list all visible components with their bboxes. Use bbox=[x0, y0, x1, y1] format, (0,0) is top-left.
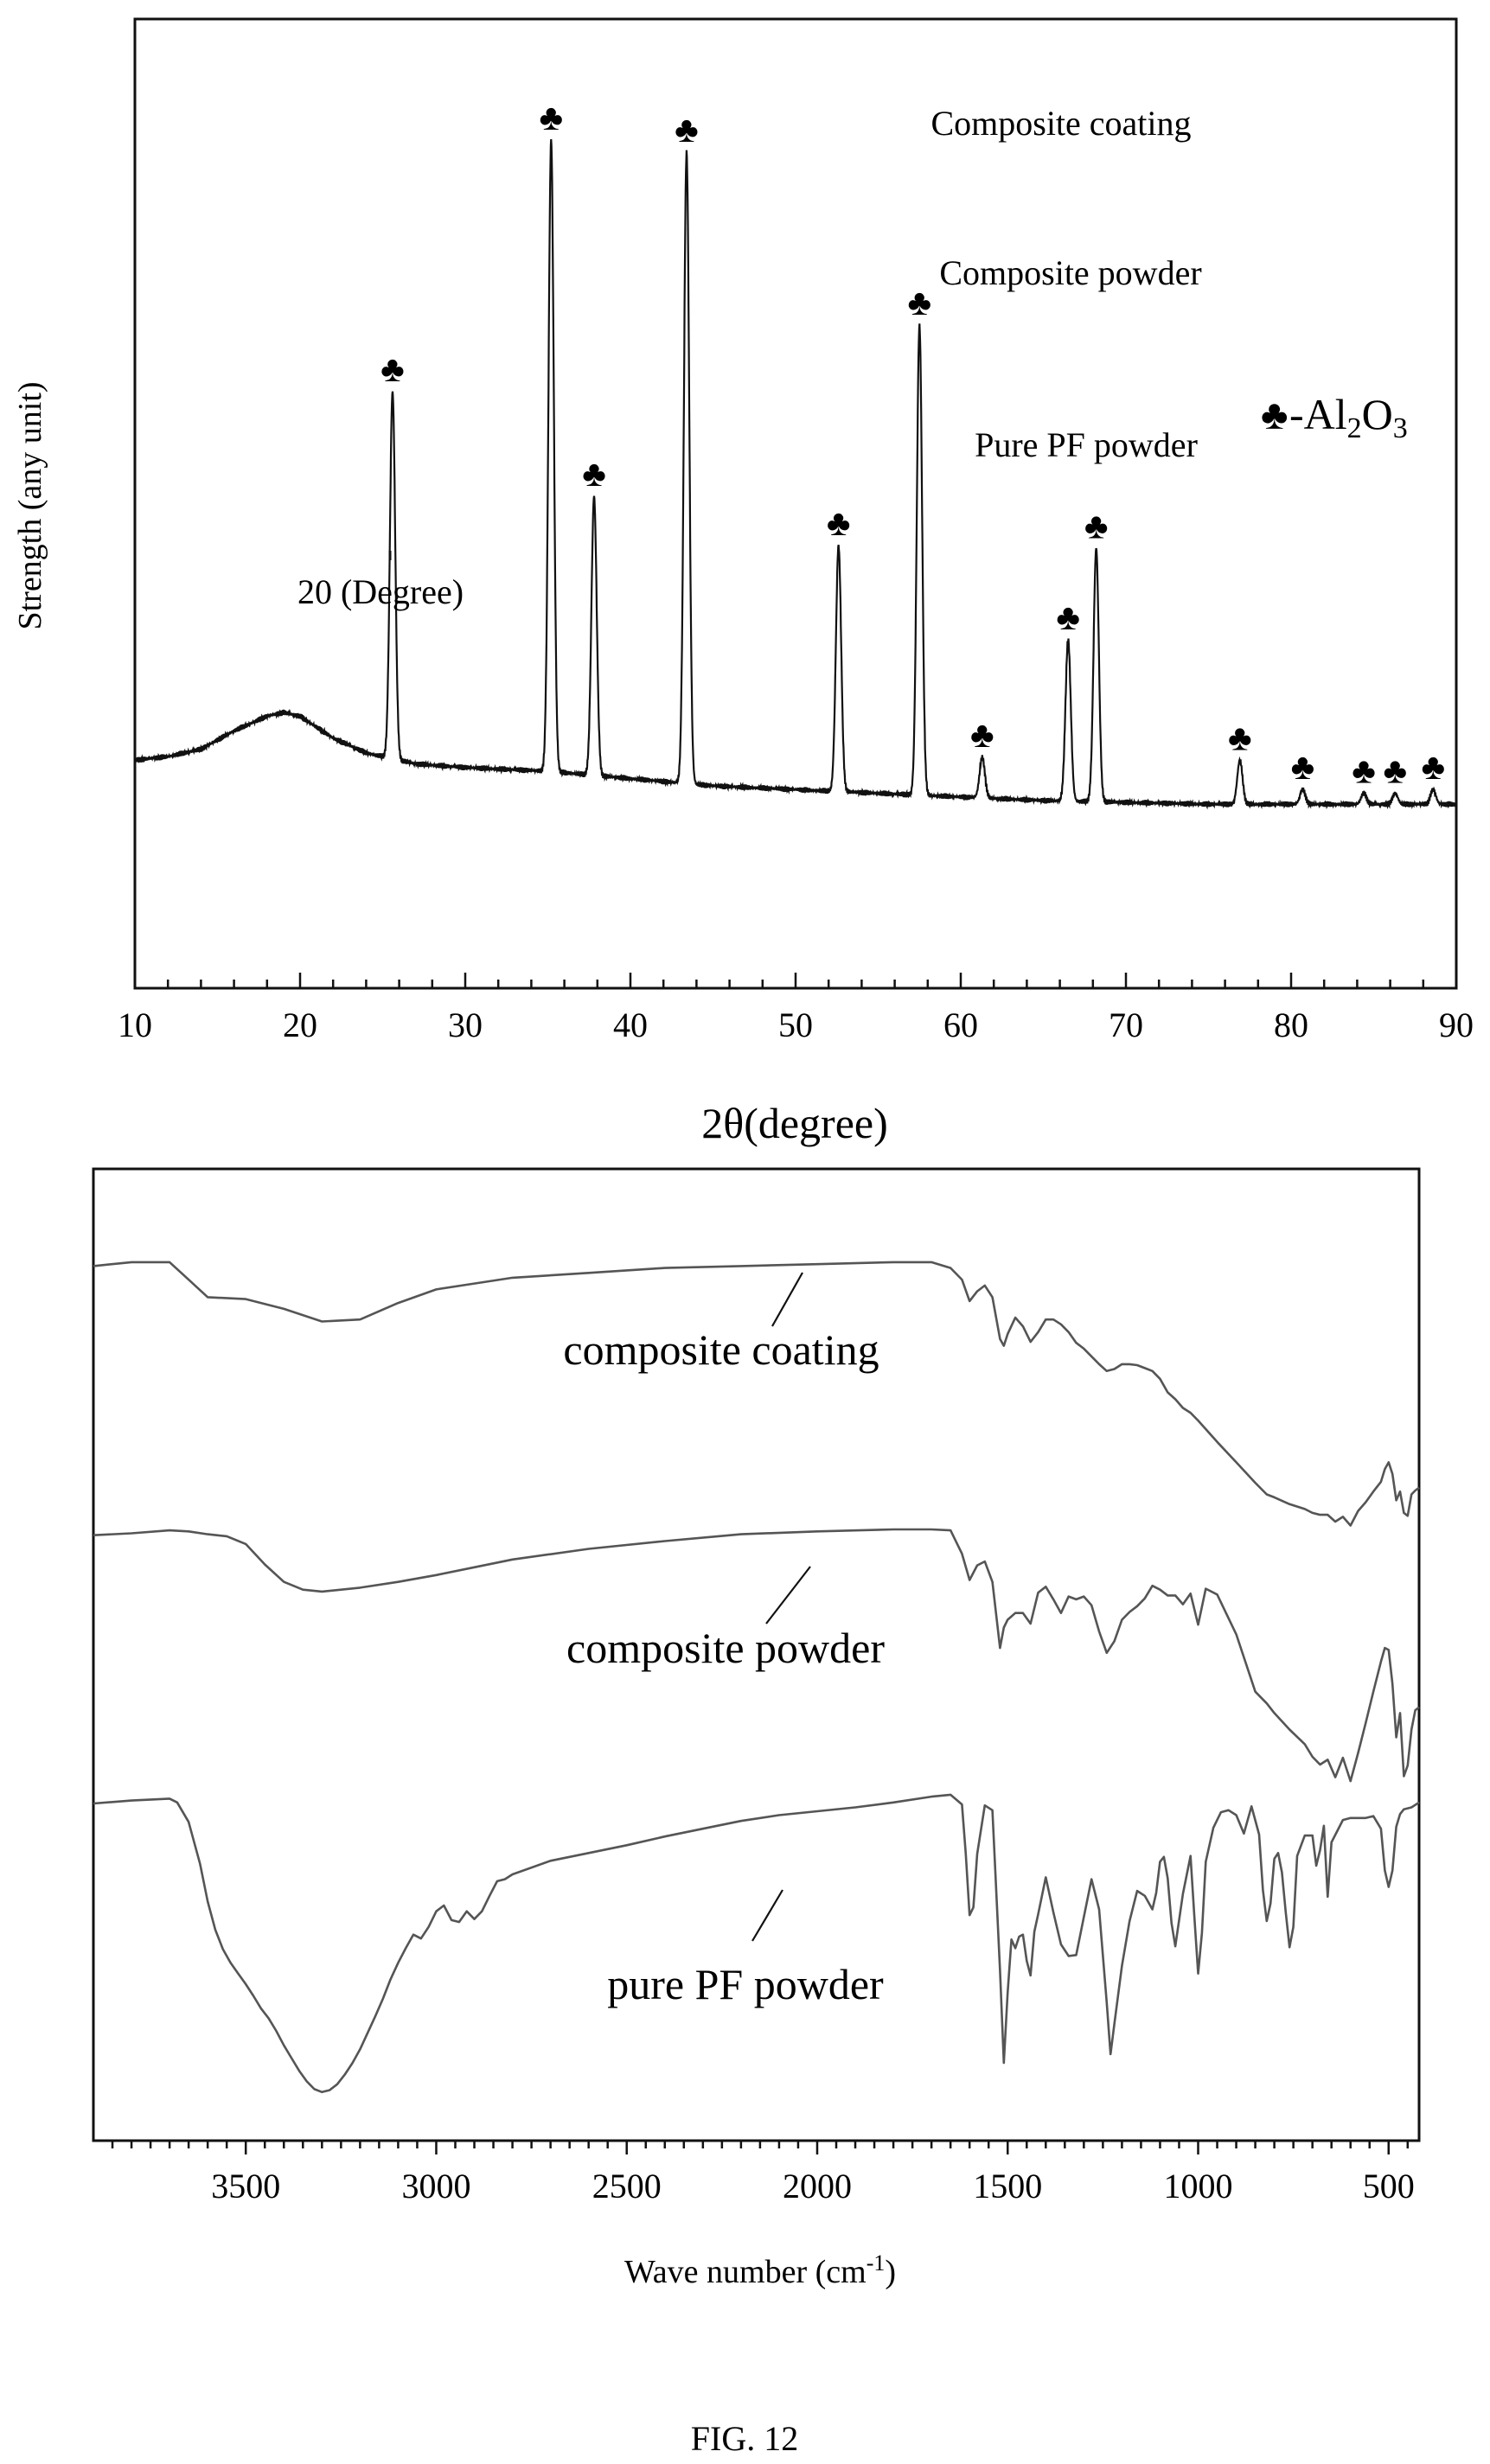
ftir-x-tick-label: 1000 bbox=[1164, 2167, 1233, 2205]
xrd-legend: ♣ -Al2O3 bbox=[1261, 390, 1408, 444]
club-marker-icon: ♣ bbox=[1056, 598, 1080, 638]
xrd-x-tick-label: 20 bbox=[283, 1005, 317, 1044]
ftir-x-tick-labels: 3500 3000 2500 2000 1500 1000 500 bbox=[211, 2167, 1415, 2205]
leader-composite-coating bbox=[771, 1272, 803, 1327]
legend-club-icon: ♣ bbox=[1261, 393, 1289, 438]
ftir-x-ticks bbox=[111, 2141, 1410, 2154]
xrd-x-tick-label: 40 bbox=[613, 1005, 648, 1044]
annotation-composite-powder: Composite powder bbox=[939, 253, 1201, 292]
leader-composite-powder bbox=[765, 1566, 811, 1625]
ftir-x-tick-label: 2000 bbox=[783, 2167, 852, 2205]
xrd-x-axis-label: 2θ(degree) bbox=[701, 1099, 887, 1147]
club-marker-icon: ♣ bbox=[1084, 507, 1109, 546]
club-marker-icon: ♣ bbox=[675, 111, 699, 150]
xrd-chart: 10 20 30 40 50 60 70 80 90 ♣♣♣♣♣♣♣♣♣♣♣ ♣ ♣ ♣ Compos… bbox=[12, 17, 1474, 1147]
club-marker-icon: ♣ bbox=[1228, 718, 1252, 758]
ftir-x-tick-label: 3500 bbox=[211, 2167, 280, 2205]
xrd-x-tick-label: 80 bbox=[1274, 1005, 1308, 1044]
ftir-spectra bbox=[93, 1261, 1420, 2094]
ftir-pure-pf-powder-line bbox=[93, 1793, 1420, 2094]
xrd-plot-frame bbox=[133, 17, 1458, 990]
xrd-x-tick-label: 30 bbox=[448, 1005, 483, 1044]
club-marker-icon: ♣ bbox=[827, 504, 851, 544]
leader-pure-pf-powder bbox=[751, 1889, 783, 1942]
ftir-chart: 3500 3000 2500 2000 1500 1000 500 composite co… bbox=[92, 1167, 1421, 2290]
xrd-x-tick-label: 10 bbox=[118, 1005, 152, 1044]
label-composite-coating: composite coating bbox=[563, 1325, 879, 1374]
club-marker-icon: ♣ bbox=[1352, 751, 1376, 791]
annotation-composite-coating: Composite coating bbox=[930, 104, 1191, 143]
ftir-plot-frame bbox=[92, 1167, 1421, 2142]
xrd-x-tick-labels: 10 20 30 40 50 60 70 80 90 bbox=[118, 1005, 1474, 1044]
club-marker-icon: ♣ bbox=[1384, 751, 1408, 791]
label-composite-powder: composite powder bbox=[566, 1624, 885, 1672]
xrd-peak-markers: ♣♣♣♣♣♣♣♣♣♣♣ ♣ ♣ ♣ bbox=[380, 99, 1445, 791]
legend-label: -Al2O3 bbox=[1289, 390, 1408, 444]
ftir-x-tick-label: 1500 bbox=[973, 2167, 1042, 2205]
xrd-x-tick-label: 70 bbox=[1109, 1005, 1143, 1044]
club-marker-icon: ♣ bbox=[1291, 748, 1315, 788]
ftir-composite-powder-line bbox=[93, 1528, 1420, 1783]
club-marker-icon: ♣ bbox=[1421, 748, 1445, 788]
xrd-x-tick-label: 60 bbox=[943, 1005, 978, 1044]
club-marker-icon: ♣ bbox=[582, 455, 606, 495]
xrd-y-axis-label: Strength (any unit) bbox=[12, 381, 48, 629]
annotation-pure-pf-powder: Pure PF powder bbox=[975, 425, 1198, 464]
xrd-pattern-line bbox=[133, 139, 1457, 810]
ftir-x-tick-label: 2500 bbox=[592, 2167, 662, 2205]
ftir-x-tick-label: 3000 bbox=[401, 2167, 470, 2205]
xrd-x-tick-label: 90 bbox=[1439, 1005, 1474, 1044]
club-marker-icon: ♣ bbox=[907, 284, 931, 323]
ftir-composite-coating-line bbox=[93, 1261, 1420, 1527]
xrd-x-ticks bbox=[133, 973, 1458, 988]
ftir-x-tick-label: 500 bbox=[1363, 2167, 1415, 2205]
label-pure-pf-powder: pure PF powder bbox=[607, 1960, 884, 2008]
annotation-20-degree: 20 (Degree) bbox=[297, 572, 464, 611]
club-marker-icon: ♣ bbox=[380, 350, 405, 390]
ftir-x-axis-label: Wave number (cm-1) bbox=[624, 2250, 896, 2290]
figure-caption: FIG. 12 bbox=[691, 2419, 798, 2458]
club-marker-icon: ♣ bbox=[540, 99, 564, 138]
xrd-x-tick-label: 50 bbox=[778, 1005, 813, 1044]
club-marker-icon: ♣ bbox=[970, 716, 994, 756]
